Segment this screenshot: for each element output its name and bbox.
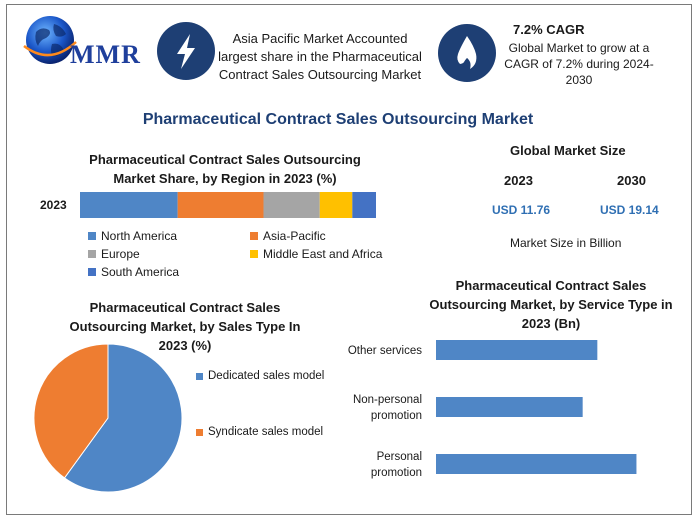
legend-label: North America bbox=[101, 229, 178, 243]
service-type-chart-title: Pharmaceutical Contract Sales Outsourcin… bbox=[429, 278, 673, 331]
region-legend: North America Asia-Pacific Europe Middle Ea… bbox=[88, 229, 408, 283]
legend-item-south-america: South America bbox=[88, 265, 179, 279]
stacked-bar-segment-middle-east-and-africa bbox=[319, 192, 353, 218]
stacked-bar-segment-asia-pacific bbox=[177, 192, 264, 218]
service-category-label: promotion bbox=[371, 410, 422, 422]
sales-type-chart-title: Pharmaceutical Contract Sales Outsourcin… bbox=[69, 300, 301, 353]
globe-icon bbox=[23, 16, 77, 64]
pie-legend: Dedicated sales model Syndicate sales mod… bbox=[196, 370, 346, 460]
highlight1-line2: largest share in the Pharmaceutical bbox=[218, 49, 422, 64]
highlight1-line3: Contract Sales Outsourcing Market bbox=[218, 67, 422, 82]
legend-item-middle-east-and-africa: Middle East and Africa bbox=[250, 247, 382, 261]
legend-label: Europe bbox=[101, 247, 140, 261]
highlight2-icon-circle bbox=[438, 24, 496, 82]
region-chart-category-label: 2023 bbox=[40, 198, 67, 212]
legend-swatch bbox=[196, 372, 203, 380]
market-size-title: Global Market Size bbox=[510, 143, 626, 158]
cagr-title: 7.2% CAGR bbox=[513, 22, 585, 37]
highlight1-line1: Asia Pacific Market Accounted bbox=[232, 31, 408, 46]
region-chart-title: Pharmaceutical Contract Sales Outsourcin… bbox=[89, 152, 361, 186]
legend-label: Middle East and Africa bbox=[263, 247, 383, 261]
legend-label: Dedicated sales model bbox=[208, 370, 325, 382]
legend-label: Syndicate sales model bbox=[208, 426, 324, 438]
legend-item-asia-pacific: Asia-Pacific bbox=[250, 229, 326, 243]
legend-swatch bbox=[196, 428, 203, 436]
legend-swatch bbox=[250, 232, 258, 240]
legend-label: South America bbox=[101, 265, 180, 279]
market-size-value-2023: USD 11.76 bbox=[492, 203, 551, 217]
lightning-icon bbox=[177, 34, 195, 69]
legend-item-north-america: North America bbox=[88, 229, 177, 243]
highlight2-line3: 2030 bbox=[565, 73, 593, 87]
service-type-bar-chart: Other services Non-personal promotion Perso… bbox=[348, 340, 637, 479]
highlight1-text: Asia Pacific Market Accounted largest sh… bbox=[214, 30, 426, 84]
stacked-bar-segment-europe bbox=[263, 192, 320, 218]
pie-legend-item-dedicated-sales-model: Dedicated sales model bbox=[196, 370, 324, 382]
market-size-year-2023: 2023 bbox=[504, 173, 533, 188]
market-size-year-2030: 2030 bbox=[617, 173, 646, 188]
sales-type-pie-chart bbox=[33, 343, 183, 493]
region-stacked-bar-chart bbox=[80, 192, 376, 218]
pie-slice-syndicate-sales-model bbox=[33, 343, 109, 479]
legend-label: Asia-Pacific bbox=[263, 229, 326, 243]
highlight2-line2: CAGR of 7.2% during 2024- bbox=[504, 57, 654, 71]
pie-slice-dedicated-sales-model bbox=[63, 343, 183, 493]
service-category-label: Other services bbox=[348, 345, 422, 357]
service-category-label: Non-personal bbox=[353, 394, 422, 406]
highlight2-line1: Global Market to grow at a bbox=[508, 41, 650, 55]
service-bar-non-personal-promotion bbox=[436, 397, 583, 417]
market-size-note: Market Size in Billion bbox=[510, 236, 622, 250]
legend-item-europe: Europe bbox=[88, 247, 140, 261]
highlight2-text: 7.2% CAGR Global Market to grow at a CAG… bbox=[498, 22, 660, 88]
pie-legend-item-syndicate-sales-model: Syndicate sales model bbox=[196, 426, 323, 438]
stacked-bar-segment-north-america bbox=[80, 192, 178, 218]
page-title: Pharmaceutical Contract Sales Outsourcin… bbox=[142, 111, 534, 128]
service-category-label: Personal bbox=[377, 451, 422, 463]
logo-text: MMR bbox=[70, 40, 141, 69]
service-category-label: promotion bbox=[371, 467, 422, 479]
market-size-value-2030: USD 19.14 bbox=[600, 203, 659, 217]
legend-swatch bbox=[88, 250, 96, 258]
legend-swatch bbox=[88, 268, 96, 276]
legend-swatch bbox=[250, 250, 258, 258]
legend-swatch bbox=[88, 232, 96, 240]
service-bar-personal-promotion bbox=[436, 454, 637, 474]
flame-icon bbox=[457, 36, 477, 69]
stacked-bar-segment-south-america bbox=[352, 192, 376, 218]
service-bar-other-services bbox=[436, 340, 598, 360]
logo: MMR bbox=[14, 12, 144, 72]
highlight1-icon-circle bbox=[157, 22, 215, 80]
